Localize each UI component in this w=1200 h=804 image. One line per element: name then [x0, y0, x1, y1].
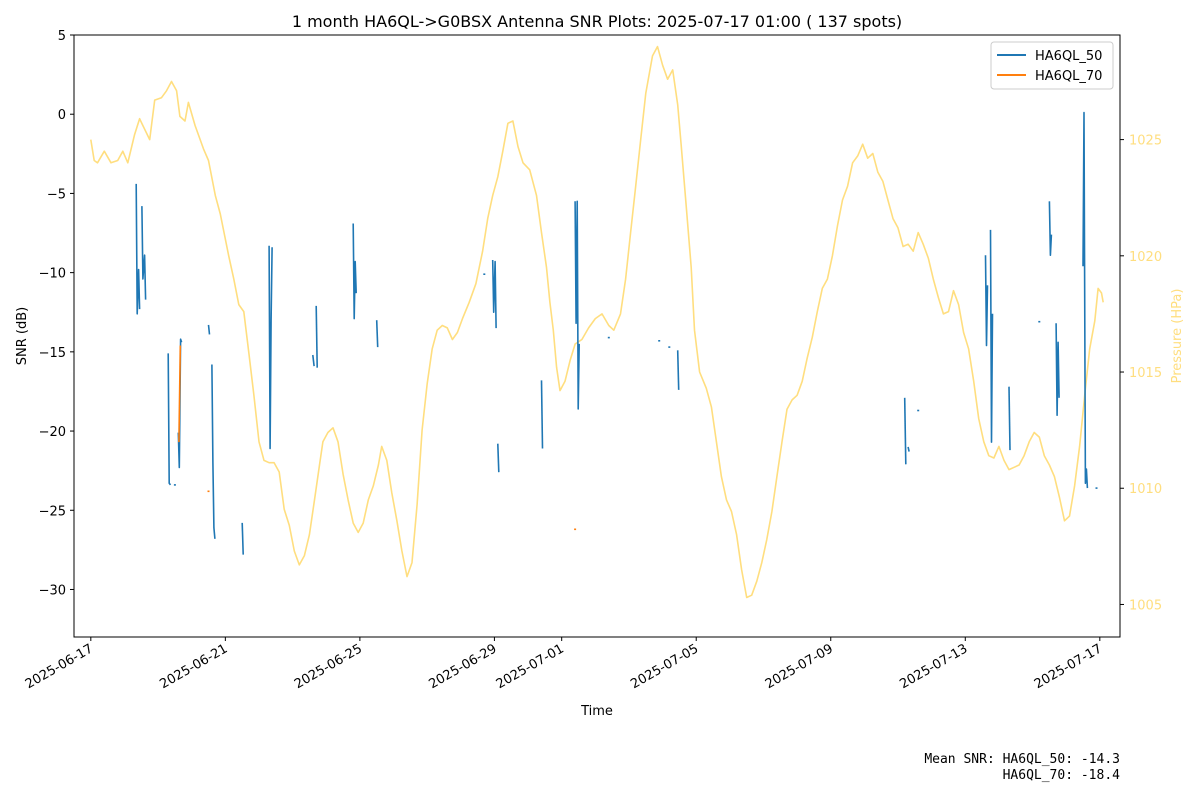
x-tick-label: 2025-07-13: [897, 641, 970, 692]
y-axis-snr: 5 0 −5 −10 −15 −20 −25 −30: [39, 29, 74, 598]
y2-tick-label: 1005: [1129, 598, 1162, 613]
series-segment-ha6ql-50-1: [141, 206, 147, 300]
x-tick-label: 2025-06-29: [426, 641, 499, 692]
series-segment-ha6ql-50-7: [268, 245, 273, 450]
legend-box: [990, 41, 1114, 90]
series-segment-ha6ql-50-4: [207, 324, 211, 335]
series-segment-ha6ql-50-6: [241, 522, 244, 555]
series-segment-ha6ql-50-18: [907, 446, 910, 452]
series-segment-ha6ql-50-20: [989, 229, 994, 443]
y-tick-label: 5: [58, 29, 66, 44]
x-tick-label: 2025-06-17: [23, 641, 96, 692]
y2-tick-label: 1010: [1129, 482, 1162, 497]
mean-snr-line-1: Mean SNR: HA6QL_50: -14.3: [924, 752, 1120, 767]
series-segment-ha6ql-50-12: [491, 259, 497, 329]
x-axis: 2025-06-17 2025-06-21 2025-06-25 2025-06-29…: [23, 637, 1105, 692]
y2-axis-label: Pressure (HPa): [1170, 289, 1185, 384]
mean-snr-line-2: HA6QL_70: -18.4: [1003, 768, 1121, 783]
x-tick-label: 2025-06-25: [292, 641, 365, 692]
y-tick-label: −20: [39, 425, 66, 440]
series-segment-ha6ql-50-0: [135, 183, 141, 315]
series-segment-ha6ql-70-0: [178, 345, 182, 443]
y-tick-label: −10: [39, 267, 66, 282]
series-segment-ha6ql-50-22: [1048, 201, 1053, 256]
series-segment-ha6ql-50-19: [984, 255, 989, 347]
series-segment-ha6ql-50-14: [540, 380, 544, 449]
y-axis-pressure: 1005 1010 1015 1020 1025: [1120, 134, 1162, 613]
series-segment-ha6ql-50-9: [315, 305, 318, 368]
y-tick-label: 0: [58, 108, 66, 123]
series-segment-ha6ql-50-10: [352, 223, 357, 320]
x-tick-label: 2025-07-17: [1032, 641, 1105, 692]
chart-title: 1 month HA6QL->G0BSX Antenna SNR Plots: …: [292, 12, 902, 31]
y-tick-label: −15: [39, 346, 66, 361]
axes-frame: [73, 34, 1121, 638]
series-segment-ha6ql-50-21: [1008, 386, 1011, 451]
series-segment-ha6ql-50-24: [1082, 111, 1089, 489]
x-tick-label: 2025-07-05: [628, 641, 701, 692]
x-tick-label: 2025-06-21: [157, 641, 230, 692]
y-tick-label: −30: [39, 583, 66, 598]
legend: HA6QL_50 HA6QL_70: [990, 41, 1114, 90]
series-line-pressure: [90, 45, 1104, 599]
series-segment-ha6ql-50-17: [903, 397, 907, 465]
y2-tick-label: 1020: [1129, 250, 1162, 265]
x-tick-label: 2025-07-01: [494, 641, 567, 692]
series-segment-ha6ql-50-5: [211, 364, 216, 539]
plot-area: [90, 45, 1104, 599]
y2-tick-label: 1015: [1129, 366, 1162, 381]
y2-tick-label: 1025: [1129, 134, 1162, 149]
series-segment-ha6ql-50-8: [312, 354, 315, 367]
legend-label-ha6ql-70: HA6QL_70: [1035, 69, 1102, 84]
y-tick-label: −25: [39, 504, 66, 519]
x-tick-label: 2025-07-09: [763, 641, 836, 692]
series-segment-ha6ql-50-11: [375, 320, 379, 348]
series-segment-ha6ql-50-2: [167, 353, 172, 486]
series-segment-ha6ql-50-15: [574, 200, 580, 410]
series-segment-ha6ql-50-13: [497, 443, 500, 473]
legend-label-ha6ql-50: HA6QL_50: [1035, 49, 1102, 64]
series-segment-ha6ql-50-16: [676, 350, 680, 390]
y-axis-label: SNR (dB): [15, 307, 30, 365]
x-axis-label: Time: [580, 704, 613, 719]
y-tick-label: −5: [47, 187, 66, 202]
series-segment-ha6ql-50-23: [1055, 323, 1060, 416]
